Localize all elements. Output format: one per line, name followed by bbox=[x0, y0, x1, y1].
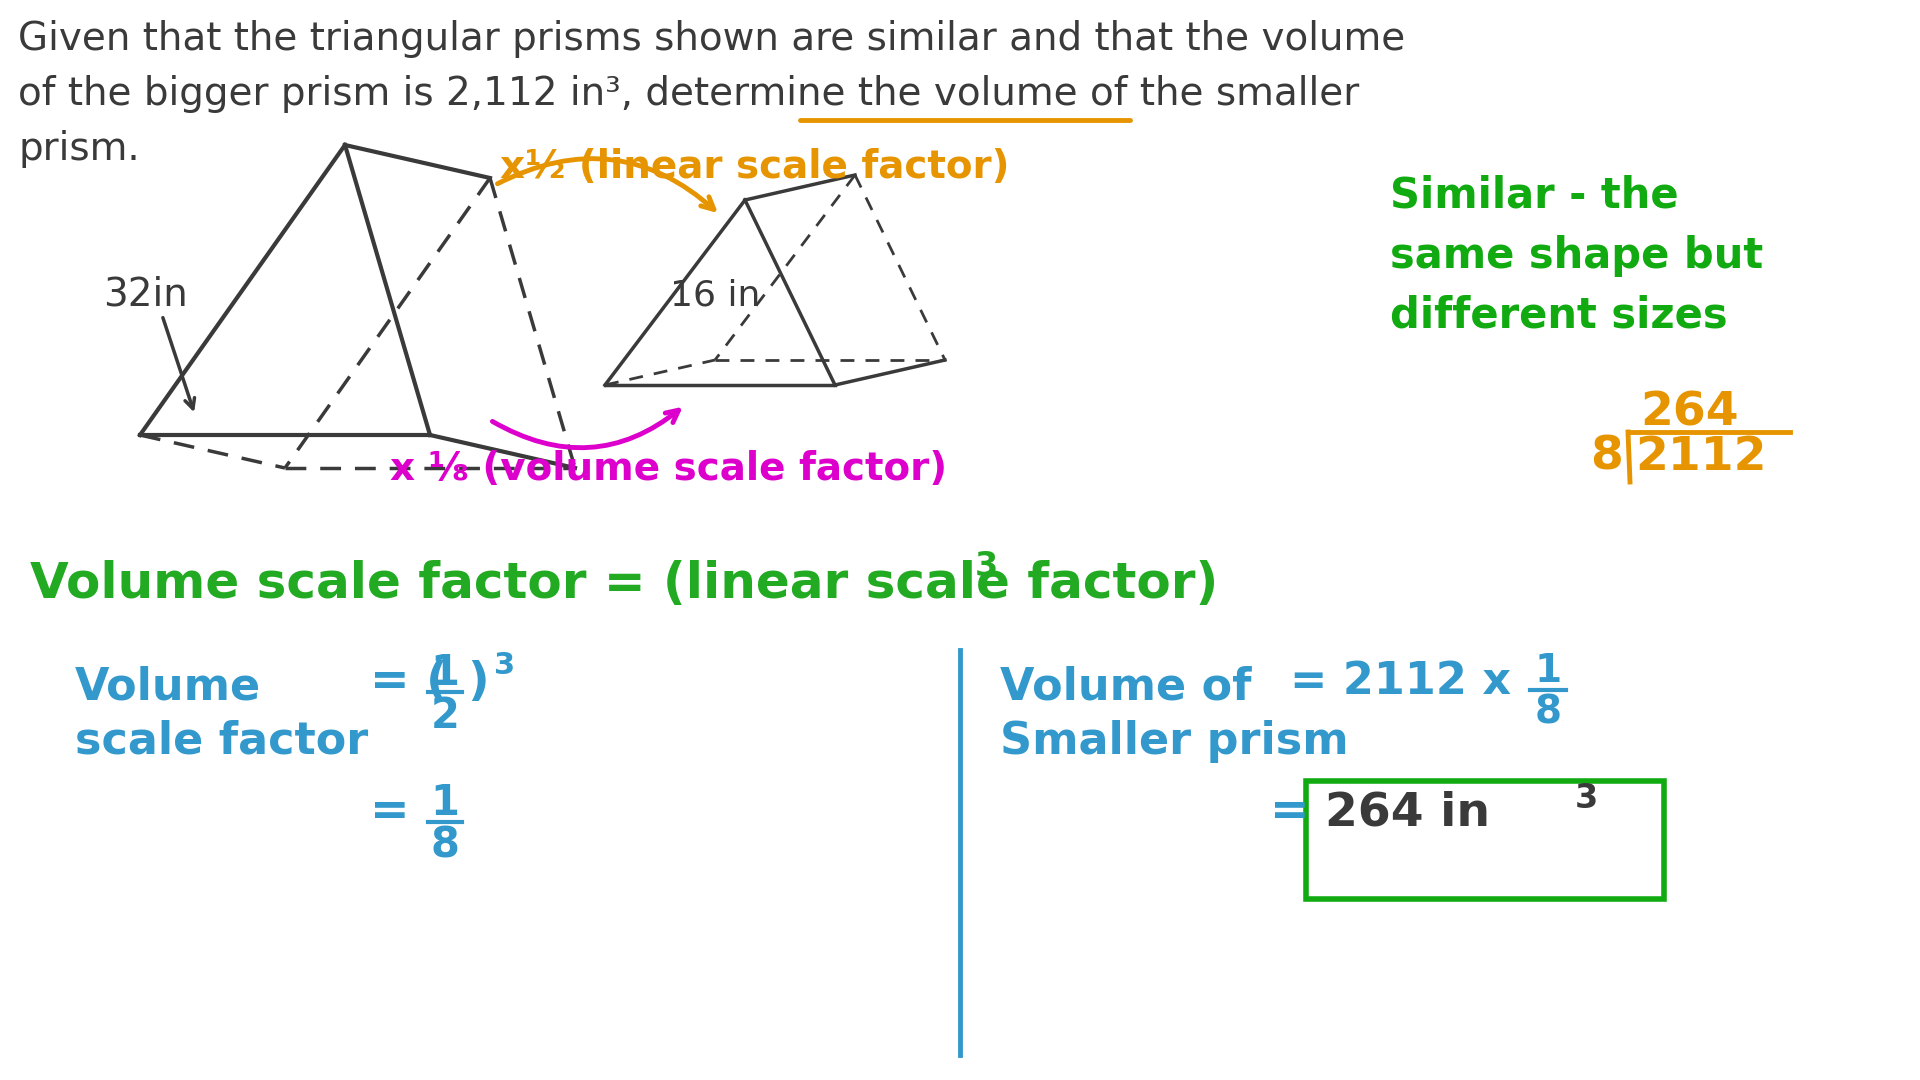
Text: Similar - the: Similar - the bbox=[1390, 175, 1678, 217]
Text: 1: 1 bbox=[1534, 652, 1561, 690]
Text: Volume of: Volume of bbox=[1000, 665, 1252, 708]
FancyBboxPatch shape bbox=[1306, 781, 1665, 899]
Text: x½ (linear scale factor): x½ (linear scale factor) bbox=[499, 148, 1010, 186]
Text: Smaller prism: Smaller prism bbox=[1000, 720, 1348, 762]
Text: 8: 8 bbox=[1590, 435, 1622, 480]
Text: same shape but: same shape but bbox=[1390, 235, 1763, 276]
Text: Volume scale factor = (linear scale factor): Volume scale factor = (linear scale fact… bbox=[31, 561, 1219, 608]
Text: 1: 1 bbox=[430, 652, 459, 694]
Text: Given that the triangular prisms shown are similar and that the volume: Given that the triangular prisms shown a… bbox=[17, 21, 1405, 58]
Text: 3: 3 bbox=[493, 651, 515, 680]
Text: ): ) bbox=[467, 660, 488, 705]
Text: 264 in: 264 in bbox=[1325, 789, 1490, 835]
Text: 2: 2 bbox=[430, 696, 459, 737]
Text: 16 in: 16 in bbox=[670, 278, 760, 312]
Text: 1: 1 bbox=[430, 782, 459, 824]
Text: 2112: 2112 bbox=[1636, 435, 1766, 480]
Text: 8: 8 bbox=[430, 825, 459, 867]
Text: of the bigger prism is 2,112 in³, determine the volume of the smaller: of the bigger prism is 2,112 in³, determ… bbox=[17, 75, 1359, 113]
Text: =: = bbox=[1269, 789, 1309, 835]
Text: prism.: prism. bbox=[17, 130, 140, 168]
Text: 8: 8 bbox=[1534, 693, 1561, 731]
Text: 264: 264 bbox=[1640, 390, 1740, 435]
Text: 3: 3 bbox=[1574, 782, 1597, 815]
Text: 3: 3 bbox=[975, 550, 998, 583]
Text: x ⅛ (volume scale factor): x ⅛ (volume scale factor) bbox=[390, 450, 947, 488]
Text: 32in: 32in bbox=[104, 276, 188, 314]
Text: = (: = ( bbox=[371, 660, 447, 705]
Text: Volume: Volume bbox=[75, 665, 261, 708]
Text: = 2112 x: = 2112 x bbox=[1290, 660, 1511, 703]
Text: different sizes: different sizes bbox=[1390, 295, 1728, 337]
Text: =: = bbox=[371, 789, 409, 835]
Text: scale factor: scale factor bbox=[75, 720, 369, 762]
